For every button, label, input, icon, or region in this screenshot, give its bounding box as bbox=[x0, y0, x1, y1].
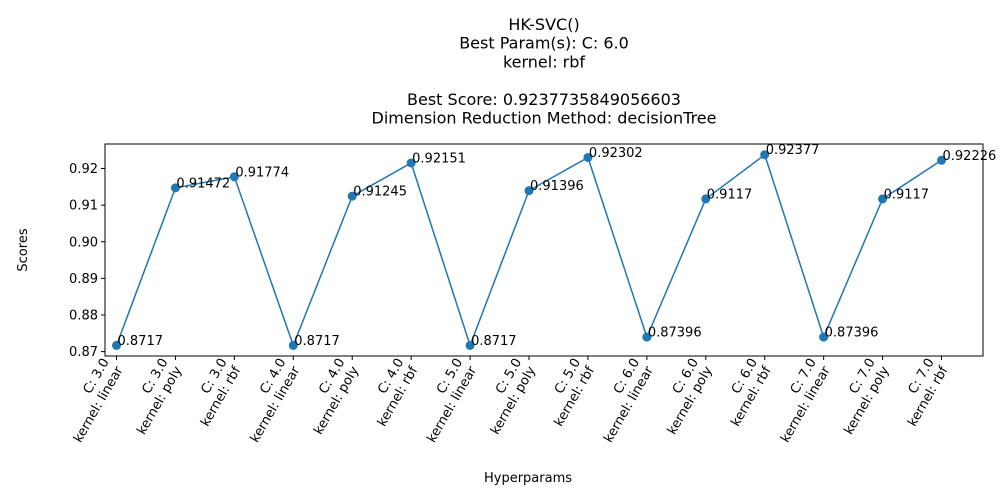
data-label: 0.91774 bbox=[235, 165, 289, 180]
data-label: 0.91396 bbox=[530, 179, 584, 194]
y-tick-label: 0.92 bbox=[69, 162, 98, 177]
chart-title-line-4: Best Score: 0.9237735849056603 bbox=[407, 90, 681, 109]
data-point bbox=[170, 183, 180, 193]
x-axis-label: Hyperparams bbox=[484, 471, 572, 486]
data-point bbox=[112, 340, 121, 350]
data-point bbox=[406, 158, 416, 168]
data-point bbox=[465, 340, 475, 350]
chart-title-line-2: kernel: rbf bbox=[503, 52, 585, 71]
data-label: 0.91472 bbox=[176, 176, 230, 191]
plot-area bbox=[104, 143, 984, 357]
y-tick-label: 0.87 bbox=[69, 345, 98, 360]
y-axis-label: Scores bbox=[16, 228, 31, 271]
data-point bbox=[819, 332, 829, 342]
chart-title-line-0: HK-SVC() bbox=[508, 15, 579, 34]
data-point bbox=[878, 194, 888, 204]
data-label: 0.92226 bbox=[943, 149, 997, 164]
data-label: 0.8717 bbox=[118, 334, 164, 349]
y-tick-label: 0.90 bbox=[69, 235, 98, 250]
y-axis: 0.87 0.88 0.89 0.90 0.91 0.92 bbox=[69, 162, 105, 360]
data-label: 0.87396 bbox=[825, 326, 879, 341]
y-tick-label: 0.91 bbox=[69, 199, 98, 214]
chart-title-line-5: Dimension Reduction Method: decisionTree bbox=[372, 109, 717, 128]
data-label: 0.91245 bbox=[353, 185, 407, 200]
chart-title-line-1: Best Param(s): C: 6.0 bbox=[459, 34, 629, 53]
data-point bbox=[288, 340, 298, 350]
data-label: 0.87396 bbox=[648, 326, 702, 341]
data-label: 0.92302 bbox=[589, 146, 643, 161]
data-point bbox=[347, 191, 357, 201]
data-point bbox=[524, 186, 534, 196]
data-label: 0.9117 bbox=[884, 187, 930, 202]
data-point bbox=[642, 332, 652, 342]
data-label: 0.9117 bbox=[707, 187, 753, 202]
data-point bbox=[701, 194, 711, 204]
y-tick-label: 0.89 bbox=[69, 272, 98, 287]
series-line: 0.8717 0.91472 0.91774 0.8717 0.91245 0.92151… bbox=[112, 143, 996, 350]
y-tick-label: 0.88 bbox=[69, 308, 98, 323]
data-label: 0.8717 bbox=[294, 334, 340, 349]
data-point bbox=[937, 155, 946, 165]
data-point bbox=[229, 172, 239, 182]
data-point bbox=[760, 150, 770, 160]
data-label: 0.92377 bbox=[766, 143, 820, 158]
data-point bbox=[583, 152, 593, 162]
data-label: 0.8717 bbox=[471, 334, 516, 349]
data-label: 0.92151 bbox=[412, 152, 466, 167]
series-polyline bbox=[115, 153, 942, 348]
